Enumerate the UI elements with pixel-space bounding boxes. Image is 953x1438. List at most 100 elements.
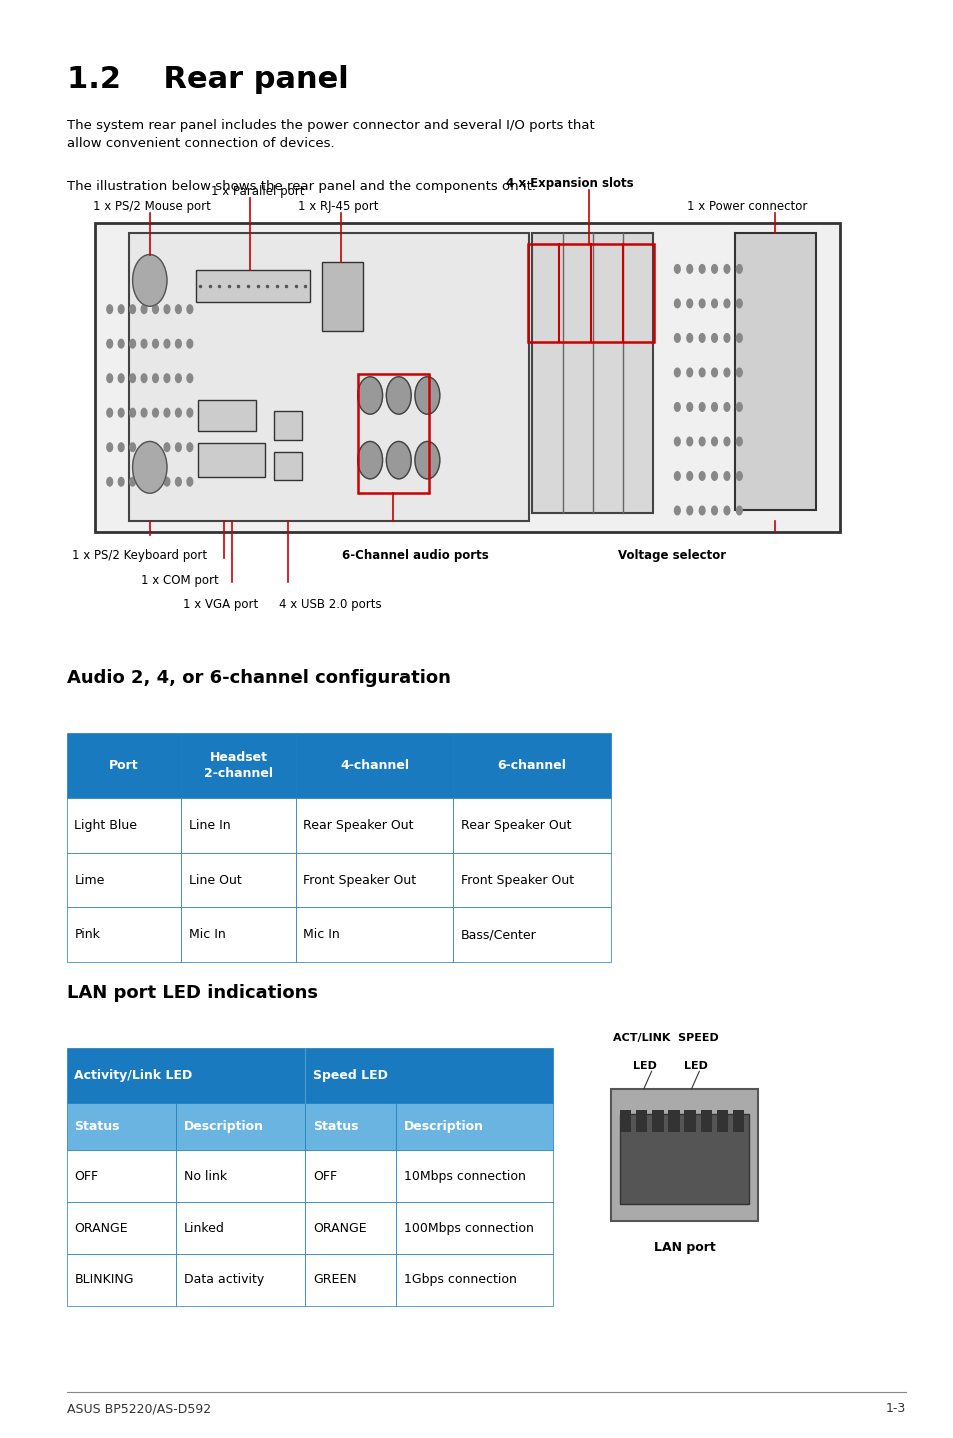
Circle shape: [175, 477, 181, 486]
Circle shape: [699, 368, 704, 377]
Bar: [305, 1202, 395, 1254]
Text: Bass/Center: Bass/Center: [460, 928, 536, 942]
Circle shape: [674, 334, 679, 342]
Text: Voltage selector: Voltage selector: [618, 549, 725, 562]
Circle shape: [723, 437, 729, 446]
Circle shape: [699, 334, 704, 342]
Bar: [198, 400, 255, 431]
Bar: [619, 1110, 631, 1132]
Circle shape: [175, 305, 181, 313]
Circle shape: [187, 443, 193, 452]
Circle shape: [736, 368, 741, 377]
Bar: [274, 411, 302, 440]
Circle shape: [164, 374, 170, 383]
Text: 6-Channel audio ports: 6-Channel audio ports: [341, 549, 488, 562]
Text: Rear Speaker Out: Rear Speaker Out: [303, 818, 414, 833]
Text: 1 x PS/2 Keyboard port: 1 x PS/2 Keyboard port: [71, 549, 207, 562]
Circle shape: [152, 477, 158, 486]
Circle shape: [187, 408, 193, 417]
Text: 1.2    Rear panel: 1.2 Rear panel: [67, 65, 348, 93]
Circle shape: [723, 472, 729, 480]
Bar: [176, 1150, 305, 1202]
Text: 1 x VGA port: 1 x VGA port: [183, 598, 258, 611]
Text: 1-3: 1-3: [885, 1402, 905, 1415]
Circle shape: [175, 339, 181, 348]
Text: Front Speaker Out: Front Speaker Out: [460, 873, 574, 887]
Circle shape: [130, 477, 135, 486]
Bar: [453, 853, 610, 907]
Text: Status: Status: [74, 1120, 120, 1133]
Circle shape: [152, 443, 158, 452]
Bar: [67, 907, 181, 962]
Circle shape: [187, 305, 193, 313]
Text: Front Speaker Out: Front Speaker Out: [303, 873, 416, 887]
Bar: [195, 270, 310, 302]
Bar: [683, 1110, 695, 1132]
Circle shape: [711, 403, 717, 411]
Text: Light Blue: Light Blue: [74, 818, 137, 833]
Text: OFF: OFF: [74, 1169, 98, 1183]
Circle shape: [141, 408, 147, 417]
Circle shape: [711, 506, 717, 515]
Text: Status: Status: [313, 1120, 358, 1133]
Text: Mic In: Mic In: [303, 928, 340, 942]
Circle shape: [686, 472, 692, 480]
Circle shape: [736, 437, 741, 446]
Bar: [176, 1202, 305, 1254]
Text: 1 x Power connector: 1 x Power connector: [686, 200, 806, 213]
Circle shape: [674, 437, 679, 446]
Circle shape: [164, 305, 170, 313]
Circle shape: [699, 403, 704, 411]
Bar: [295, 853, 453, 907]
Text: BLINKING: BLINKING: [74, 1273, 133, 1287]
Circle shape: [164, 408, 170, 417]
Text: ORANGE: ORANGE: [74, 1221, 128, 1235]
Circle shape: [686, 506, 692, 515]
Circle shape: [175, 408, 181, 417]
Bar: [395, 1202, 553, 1254]
Circle shape: [736, 299, 741, 308]
Circle shape: [164, 339, 170, 348]
Bar: [95, 223, 839, 532]
Bar: [395, 1103, 553, 1150]
Circle shape: [152, 408, 158, 417]
Circle shape: [152, 305, 158, 313]
Circle shape: [118, 339, 124, 348]
Bar: [181, 907, 295, 962]
Text: Description: Description: [403, 1120, 483, 1133]
Bar: [198, 443, 265, 477]
Text: Speed LED: Speed LED: [313, 1068, 387, 1083]
Circle shape: [141, 305, 147, 313]
Circle shape: [357, 441, 382, 479]
Circle shape: [107, 477, 112, 486]
Bar: [176, 1103, 305, 1150]
Circle shape: [723, 265, 729, 273]
Circle shape: [187, 374, 193, 383]
Bar: [295, 733, 453, 798]
Circle shape: [723, 506, 729, 515]
Text: 4-channel: 4-channel: [339, 759, 409, 772]
Bar: [734, 233, 815, 510]
Text: OFF: OFF: [313, 1169, 336, 1183]
Text: Lime: Lime: [74, 873, 105, 887]
Circle shape: [711, 265, 717, 273]
Text: Linked: Linked: [184, 1221, 225, 1235]
Bar: [176, 1254, 305, 1306]
Circle shape: [386, 441, 411, 479]
Circle shape: [723, 368, 729, 377]
Circle shape: [736, 472, 741, 480]
Circle shape: [711, 437, 717, 446]
Circle shape: [674, 506, 679, 515]
Text: 10Mbps connection: 10Mbps connection: [403, 1169, 525, 1183]
Circle shape: [686, 334, 692, 342]
Circle shape: [118, 374, 124, 383]
Text: LED       LED: LED LED: [632, 1061, 706, 1071]
Circle shape: [152, 374, 158, 383]
Text: ORANGE: ORANGE: [313, 1221, 366, 1235]
Circle shape: [674, 403, 679, 411]
Text: GREEN: GREEN: [313, 1273, 356, 1287]
Text: ASUS BP5220/AS-D592: ASUS BP5220/AS-D592: [67, 1402, 211, 1415]
Circle shape: [152, 339, 158, 348]
Text: Port: Port: [109, 759, 139, 772]
Bar: [395, 1254, 553, 1306]
